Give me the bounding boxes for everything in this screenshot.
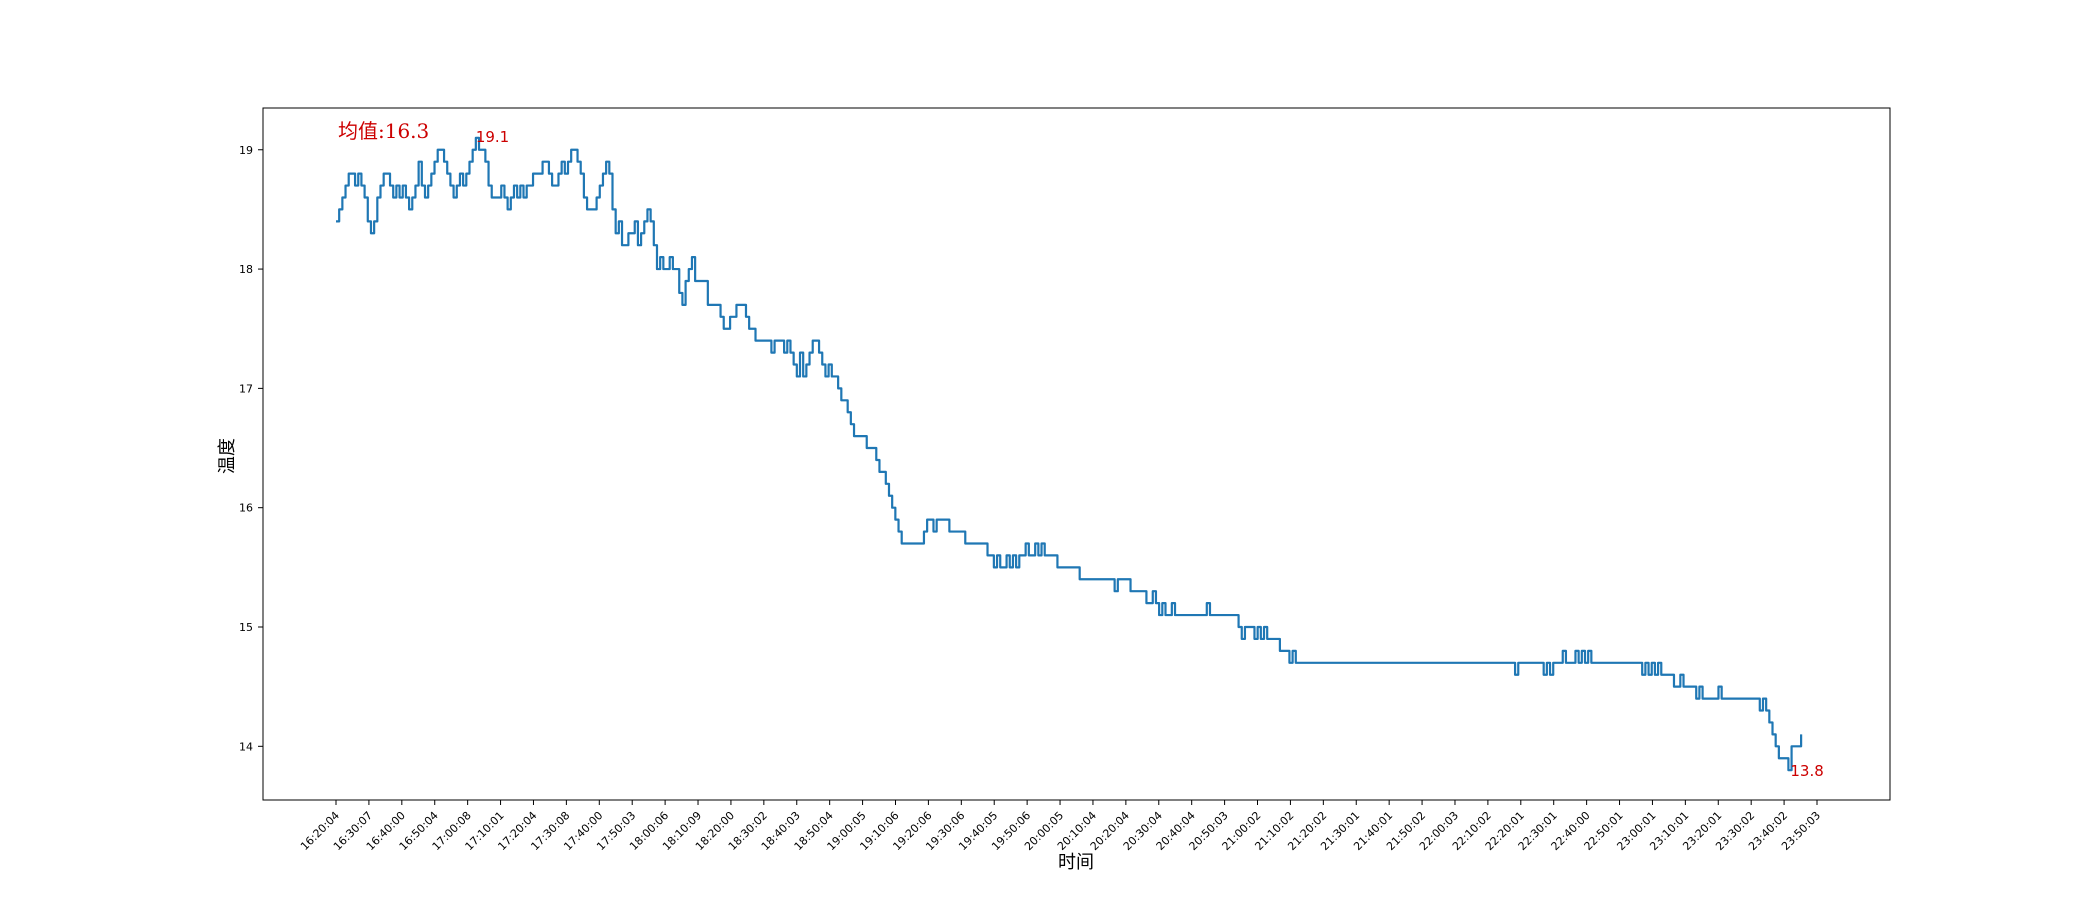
- y-tick-label: 14: [239, 740, 253, 753]
- annotation-layer: 均值:16.3 19.1 13.8: [338, 119, 1824, 780]
- y-tick-label: 17: [239, 382, 253, 395]
- y-tick-label: 18: [239, 263, 253, 276]
- y-tick-label: 15: [239, 621, 253, 634]
- temperature-series-line: [336, 136, 1803, 772]
- y-axis-title: 温度: [217, 438, 238, 474]
- max-value-annotation: 19.1: [476, 128, 509, 146]
- x-axis-title: 时间: [1058, 852, 1094, 873]
- mean-annotation: 均值:16.3: [338, 119, 429, 143]
- y-tick-label: 16: [239, 502, 253, 515]
- series-layer: [336, 136, 1803, 772]
- y-axis-ticks: 14 15 16 17 18 19: [239, 144, 263, 753]
- plot-area: [262, 107, 1891, 801]
- y-tick-label: 19: [239, 144, 253, 157]
- min-value-annotation: 13.8: [1790, 762, 1823, 780]
